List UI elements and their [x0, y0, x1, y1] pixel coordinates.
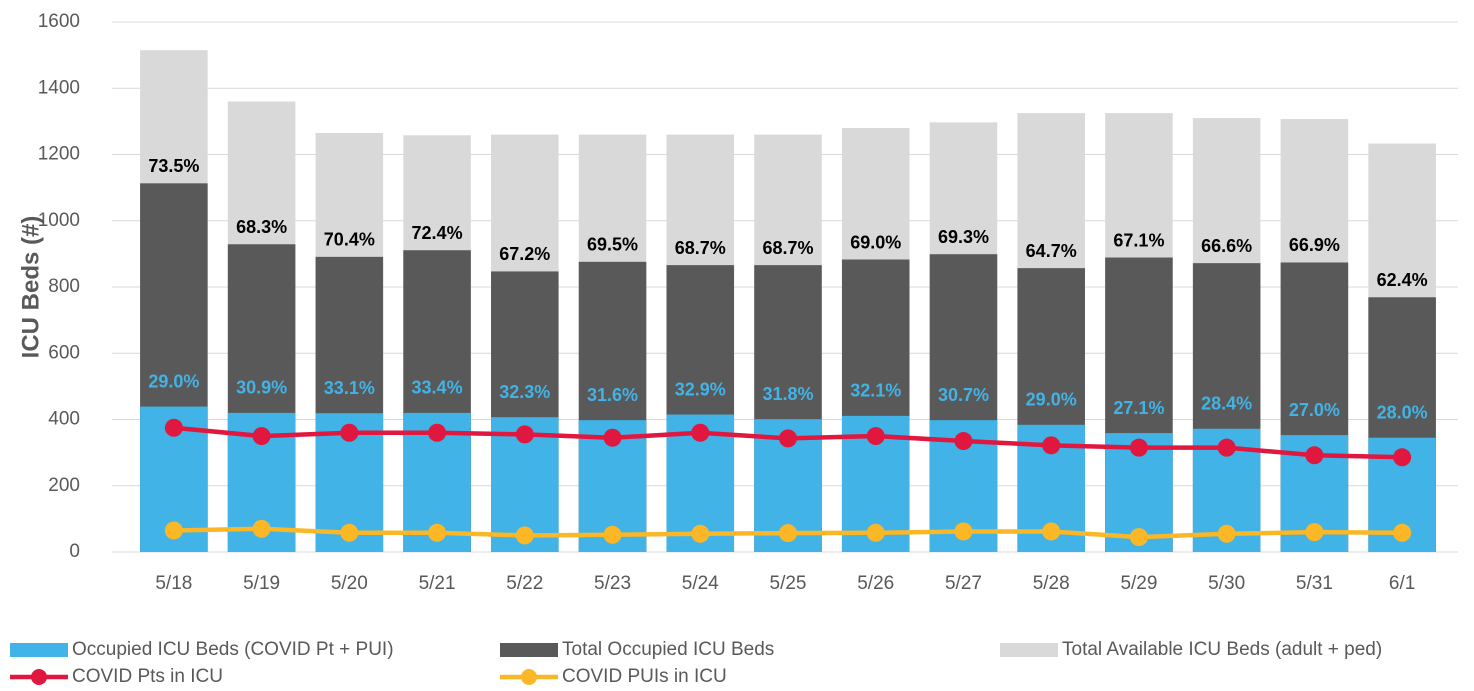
- data-label: 69.3%: [938, 227, 989, 247]
- data-label: 32.1%: [850, 381, 901, 401]
- data-label: 68.3%: [236, 217, 287, 237]
- marker: [515, 425, 534, 444]
- marker: [603, 525, 622, 544]
- data-label: 27.0%: [1289, 400, 1340, 420]
- data-label: 66.6%: [1201, 236, 1252, 256]
- data-label: 70.4%: [324, 230, 375, 250]
- data-label: 29.0%: [148, 371, 199, 391]
- marker: [1305, 446, 1324, 465]
- marker: [164, 418, 183, 437]
- y-tick-label: 1000: [38, 210, 80, 231]
- data-label: 29.0%: [1026, 390, 1077, 410]
- x-tick-label: 5/31: [1296, 573, 1333, 594]
- marker: [515, 526, 534, 545]
- legend-swatch: [521, 669, 537, 685]
- data-label: 32.9%: [675, 379, 726, 399]
- legend-label: COVID PUIs in ICU: [562, 666, 727, 687]
- legend-swatch: [31, 669, 47, 685]
- data-label: 68.7%: [675, 238, 726, 258]
- legend-swatch: [10, 643, 68, 657]
- marker: [779, 429, 797, 448]
- data-label: 30.9%: [236, 378, 287, 398]
- marker: [1042, 522, 1061, 541]
- marker: [1393, 448, 1412, 467]
- data-label: 67.1%: [1113, 230, 1164, 250]
- x-tick-label: 5/24: [682, 573, 719, 594]
- legend-label: Occupied ICU Beds (COVID Pt + PUI): [72, 639, 394, 660]
- marker: [1042, 436, 1061, 455]
- data-label: 68.7%: [762, 238, 813, 258]
- y-tick-label: 600: [48, 342, 80, 363]
- marker: [1305, 523, 1324, 542]
- data-label: 28.4%: [1201, 394, 1252, 414]
- marker: [866, 427, 885, 446]
- data-label: 30.7%: [938, 385, 989, 405]
- legend-label: Total Occupied ICU Beds: [562, 639, 774, 660]
- marker: [428, 523, 447, 542]
- data-label: 69.5%: [587, 235, 638, 255]
- data-label: 33.4%: [412, 378, 463, 398]
- marker: [340, 423, 359, 442]
- legend-label: COVID Pts in ICU: [72, 666, 223, 687]
- marker: [691, 524, 710, 543]
- marker: [603, 428, 622, 447]
- data-label: 64.7%: [1026, 241, 1077, 261]
- x-tick-label: 5/18: [155, 573, 192, 594]
- data-label: 27.1%: [1113, 398, 1164, 418]
- y-tick-label: 200: [48, 475, 80, 496]
- marker: [252, 519, 271, 538]
- y-axis-label: ICU Beds (#): [17, 216, 44, 359]
- marker: [779, 524, 797, 543]
- x-tick-label: 5/25: [770, 573, 807, 594]
- x-tick-label: 6/1: [1389, 573, 1415, 594]
- marker: [954, 432, 973, 451]
- data-label: 72.4%: [412, 223, 463, 243]
- x-tick-label: 5/26: [857, 573, 894, 594]
- y-tick-label: 800: [48, 276, 80, 297]
- x-tick-label: 5/27: [945, 573, 982, 594]
- marker: [1217, 524, 1236, 543]
- x-tick-label: 5/30: [1208, 573, 1245, 594]
- y-tick-label: 400: [48, 409, 80, 430]
- x-tick-label: 5/21: [419, 573, 456, 594]
- data-label: 62.4%: [1377, 270, 1428, 290]
- marker: [428, 423, 447, 442]
- x-tick-label: 5/20: [331, 573, 368, 594]
- x-tick-label: 5/29: [1120, 573, 1157, 594]
- marker: [691, 423, 710, 442]
- marker: [1217, 438, 1236, 457]
- legend-label: Total Available ICU Beds (adult + ped): [1062, 639, 1382, 660]
- marker: [954, 522, 973, 541]
- x-tick-label: 5/28: [1033, 573, 1070, 594]
- marker: [1129, 438, 1148, 457]
- data-label: 32.3%: [499, 382, 550, 402]
- marker: [1129, 528, 1148, 547]
- y-tick-label: 1400: [38, 77, 80, 98]
- y-tick-label: 1600: [38, 11, 80, 32]
- x-tick-label: 5/23: [594, 573, 631, 594]
- x-tick-label: 5/19: [243, 573, 280, 594]
- legend-swatch: [1000, 643, 1058, 657]
- data-label: 31.8%: [762, 384, 813, 404]
- data-label: 33.1%: [324, 378, 375, 398]
- data-label: 66.9%: [1289, 235, 1340, 255]
- marker: [164, 521, 183, 540]
- y-tick-label: 0: [69, 541, 80, 562]
- legend-swatch: [500, 643, 558, 657]
- marker: [1393, 523, 1412, 542]
- data-label: 67.2%: [499, 244, 550, 264]
- marker: [866, 523, 885, 542]
- marker: [340, 523, 359, 542]
- data-label: 73.5%: [148, 156, 199, 176]
- data-label: 28.0%: [1377, 402, 1428, 422]
- marker: [252, 427, 271, 446]
- data-label: 69.0%: [850, 232, 901, 252]
- data-label: 31.6%: [587, 385, 638, 405]
- x-tick-label: 5/22: [506, 573, 543, 594]
- y-tick-label: 1200: [38, 144, 80, 165]
